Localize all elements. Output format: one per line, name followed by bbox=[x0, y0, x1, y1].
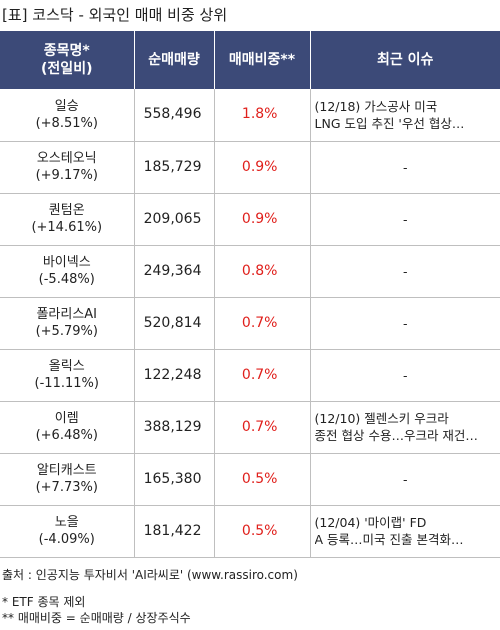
stock-name-cell: 알티캐스트 (+7.73%) bbox=[0, 453, 135, 506]
issue-line-1: - bbox=[402, 471, 408, 487]
table-row: 알티캐스트 (+7.73%) 165,380 0.5% - bbox=[0, 453, 500, 506]
ratio-cell: 1.8% bbox=[214, 89, 311, 142]
stock-name-cell: 올릭스 (-11.11%) bbox=[0, 349, 135, 402]
table-row: 이렘 (+6.48%) 388,129 0.7% (12/10) 젤렌스키 우크라 종전… bbox=[0, 401, 500, 454]
footnote-etf: * ETF 종목 제외 bbox=[2, 595, 86, 609]
issue-line-1: - bbox=[402, 159, 408, 175]
stock-change: (+6.48%) bbox=[35, 428, 98, 443]
net-volume-cell: 520,814 bbox=[134, 297, 215, 350]
table-row: 퀀텀온 (+14.61%) 209,065 0.9% - bbox=[0, 193, 500, 246]
table-row: 일승 (+8.51%) 558,496 1.8% (12/18) 가스공사 미국 LNG … bbox=[0, 89, 500, 142]
issue-cell: - bbox=[310, 193, 500, 246]
issue-cell: - bbox=[310, 245, 500, 298]
table-header-row: 종목명* (전일비) 순매매량 매매비중** 최근 이슈 bbox=[0, 31, 500, 89]
source-note: 출처 : 인공지능 투자비서 'AI라씨로' (www.rassiro.com) bbox=[2, 568, 298, 582]
column-header-net-volume: 순매매량 bbox=[134, 31, 215, 89]
table-row: 바이넥스 (-5.48%) 249,364 0.8% - bbox=[0, 245, 500, 298]
ratio-cell: 0.7% bbox=[214, 349, 311, 402]
stock-name-cell: 일승 (+8.51%) bbox=[0, 89, 135, 142]
stock-change: (+14.61%) bbox=[31, 220, 103, 235]
stock-name[interactable]: 일승 bbox=[54, 98, 79, 114]
issue-cell: - bbox=[310, 349, 500, 402]
column-header-ratio: 매매비중** bbox=[214, 31, 311, 89]
stock-change: (-11.11%) bbox=[34, 376, 99, 391]
table-row: 올릭스 (-11.11%) 122,248 0.7% - bbox=[0, 349, 500, 402]
table-row: 오스테오닉 (+9.17%) 185,729 0.9% - bbox=[0, 141, 500, 194]
table-row: 노을 (-4.09%) 181,422 0.5% (12/04) '마이랩' FD A 등… bbox=[0, 505, 500, 558]
issue-line-2: LNG 도입 추진 '우선 협상… bbox=[314, 115, 465, 131]
stock-change: (-5.48%) bbox=[38, 272, 95, 287]
net-volume-cell: 122,248 bbox=[134, 349, 215, 402]
issue-cell: - bbox=[310, 141, 500, 194]
issue-line-1: - bbox=[402, 263, 408, 279]
issue-line-1: - bbox=[402, 367, 408, 383]
issue-line-1: (12/18) 가스공사 미국 bbox=[314, 98, 438, 114]
net-volume-cell: 558,496 bbox=[134, 89, 215, 142]
ratio-cell: 0.7% bbox=[214, 297, 311, 350]
stock-name-cell: 퀀텀온 (+14.61%) bbox=[0, 193, 135, 246]
footnote-ratio: ** 매매비중 = 순매매량 / 상장주식수 bbox=[2, 611, 191, 625]
table-row: 폴라리스AI (+5.79%) 520,814 0.7% - bbox=[0, 297, 500, 350]
issue-cell: - bbox=[310, 297, 500, 350]
column-header-name-line2: (전일비) bbox=[41, 61, 93, 77]
ratio-cell: 0.8% bbox=[214, 245, 311, 298]
stock-change: (+5.79%) bbox=[35, 324, 98, 339]
issue-line-1: (12/10) 젤렌스키 우크라 bbox=[314, 411, 449, 426]
stock-change: (+7.73%) bbox=[35, 480, 98, 495]
stock-name-cell: 바이넥스 (-5.48%) bbox=[0, 245, 135, 298]
issue-line-1: - bbox=[402, 315, 408, 331]
issue-cell: - bbox=[310, 453, 500, 506]
column-header-name-line1: 종목명* bbox=[43, 43, 90, 59]
ratio-cell: 0.9% bbox=[214, 141, 311, 194]
foreign-trading-table: 종목명* (전일비) 순매매량 매매비중** 최근 이슈 일승 (+8.51%) 5… bbox=[0, 31, 500, 558]
stock-change: (+8.51%) bbox=[35, 115, 98, 131]
stock-name[interactable]: 노을 bbox=[54, 515, 79, 530]
stock-name-cell: 오스테오닉 (+9.17%) bbox=[0, 141, 135, 194]
stock-name-cell: 노을 (-4.09%) bbox=[0, 505, 135, 558]
net-volume-cell: 388,129 bbox=[134, 401, 215, 454]
stock-name[interactable]: 바이넥스 bbox=[42, 255, 91, 270]
stock-name[interactable]: 오스테오닉 bbox=[36, 151, 97, 166]
issue-cell[interactable]: (12/04) '마이랩' FD A 등록…미국 진출 본격화… bbox=[310, 505, 500, 558]
issue-line-2: 종전 협상 수용…우크라 재건… bbox=[314, 428, 478, 443]
stock-change: (+9.17%) bbox=[35, 168, 98, 183]
ratio-cell: 0.5% bbox=[214, 453, 311, 506]
issue-cell[interactable]: (12/18) 가스공사 미국 LNG 도입 추진 '우선 협상… bbox=[310, 89, 500, 142]
net-volume-cell: 165,380 bbox=[134, 453, 215, 506]
stock-name-cell: 폴라리스AI (+5.79%) bbox=[0, 297, 135, 350]
issue-line-1: - bbox=[402, 211, 408, 227]
ratio-cell: 0.5% bbox=[214, 505, 311, 558]
ratio-cell: 0.9% bbox=[214, 193, 311, 246]
net-volume-cell: 249,364 bbox=[134, 245, 215, 298]
column-header-name: 종목명* (전일비) bbox=[0, 31, 135, 89]
page-title: [표] 코스닥 - 외국인 매매 비중 상위 bbox=[2, 6, 228, 24]
stock-name-cell: 이렘 (+6.48%) bbox=[0, 401, 135, 454]
net-volume-cell: 209,065 bbox=[134, 193, 215, 246]
issue-line-2: A 등록…미국 진출 본격화… bbox=[314, 532, 464, 547]
stock-name[interactable]: 퀀텀온 bbox=[48, 203, 85, 218]
stock-name[interactable]: 올릭스 bbox=[48, 359, 85, 374]
net-volume-cell: 185,729 bbox=[134, 141, 215, 194]
ratio-cell: 0.7% bbox=[214, 401, 311, 454]
issue-cell[interactable]: (12/10) 젤렌스키 우크라 종전 협상 수용…우크라 재건… bbox=[310, 401, 500, 454]
stock-change: (-4.09%) bbox=[38, 532, 95, 547]
stock-name[interactable]: 폴라리스AI bbox=[36, 307, 98, 322]
net-volume-cell: 181,422 bbox=[134, 505, 215, 558]
column-header-issue: 최근 이슈 bbox=[310, 31, 500, 89]
issue-line-1: (12/04) '마이랩' FD bbox=[314, 515, 427, 530]
stock-name[interactable]: 알티캐스트 bbox=[36, 463, 97, 478]
stock-name[interactable]: 이렘 bbox=[54, 411, 79, 426]
